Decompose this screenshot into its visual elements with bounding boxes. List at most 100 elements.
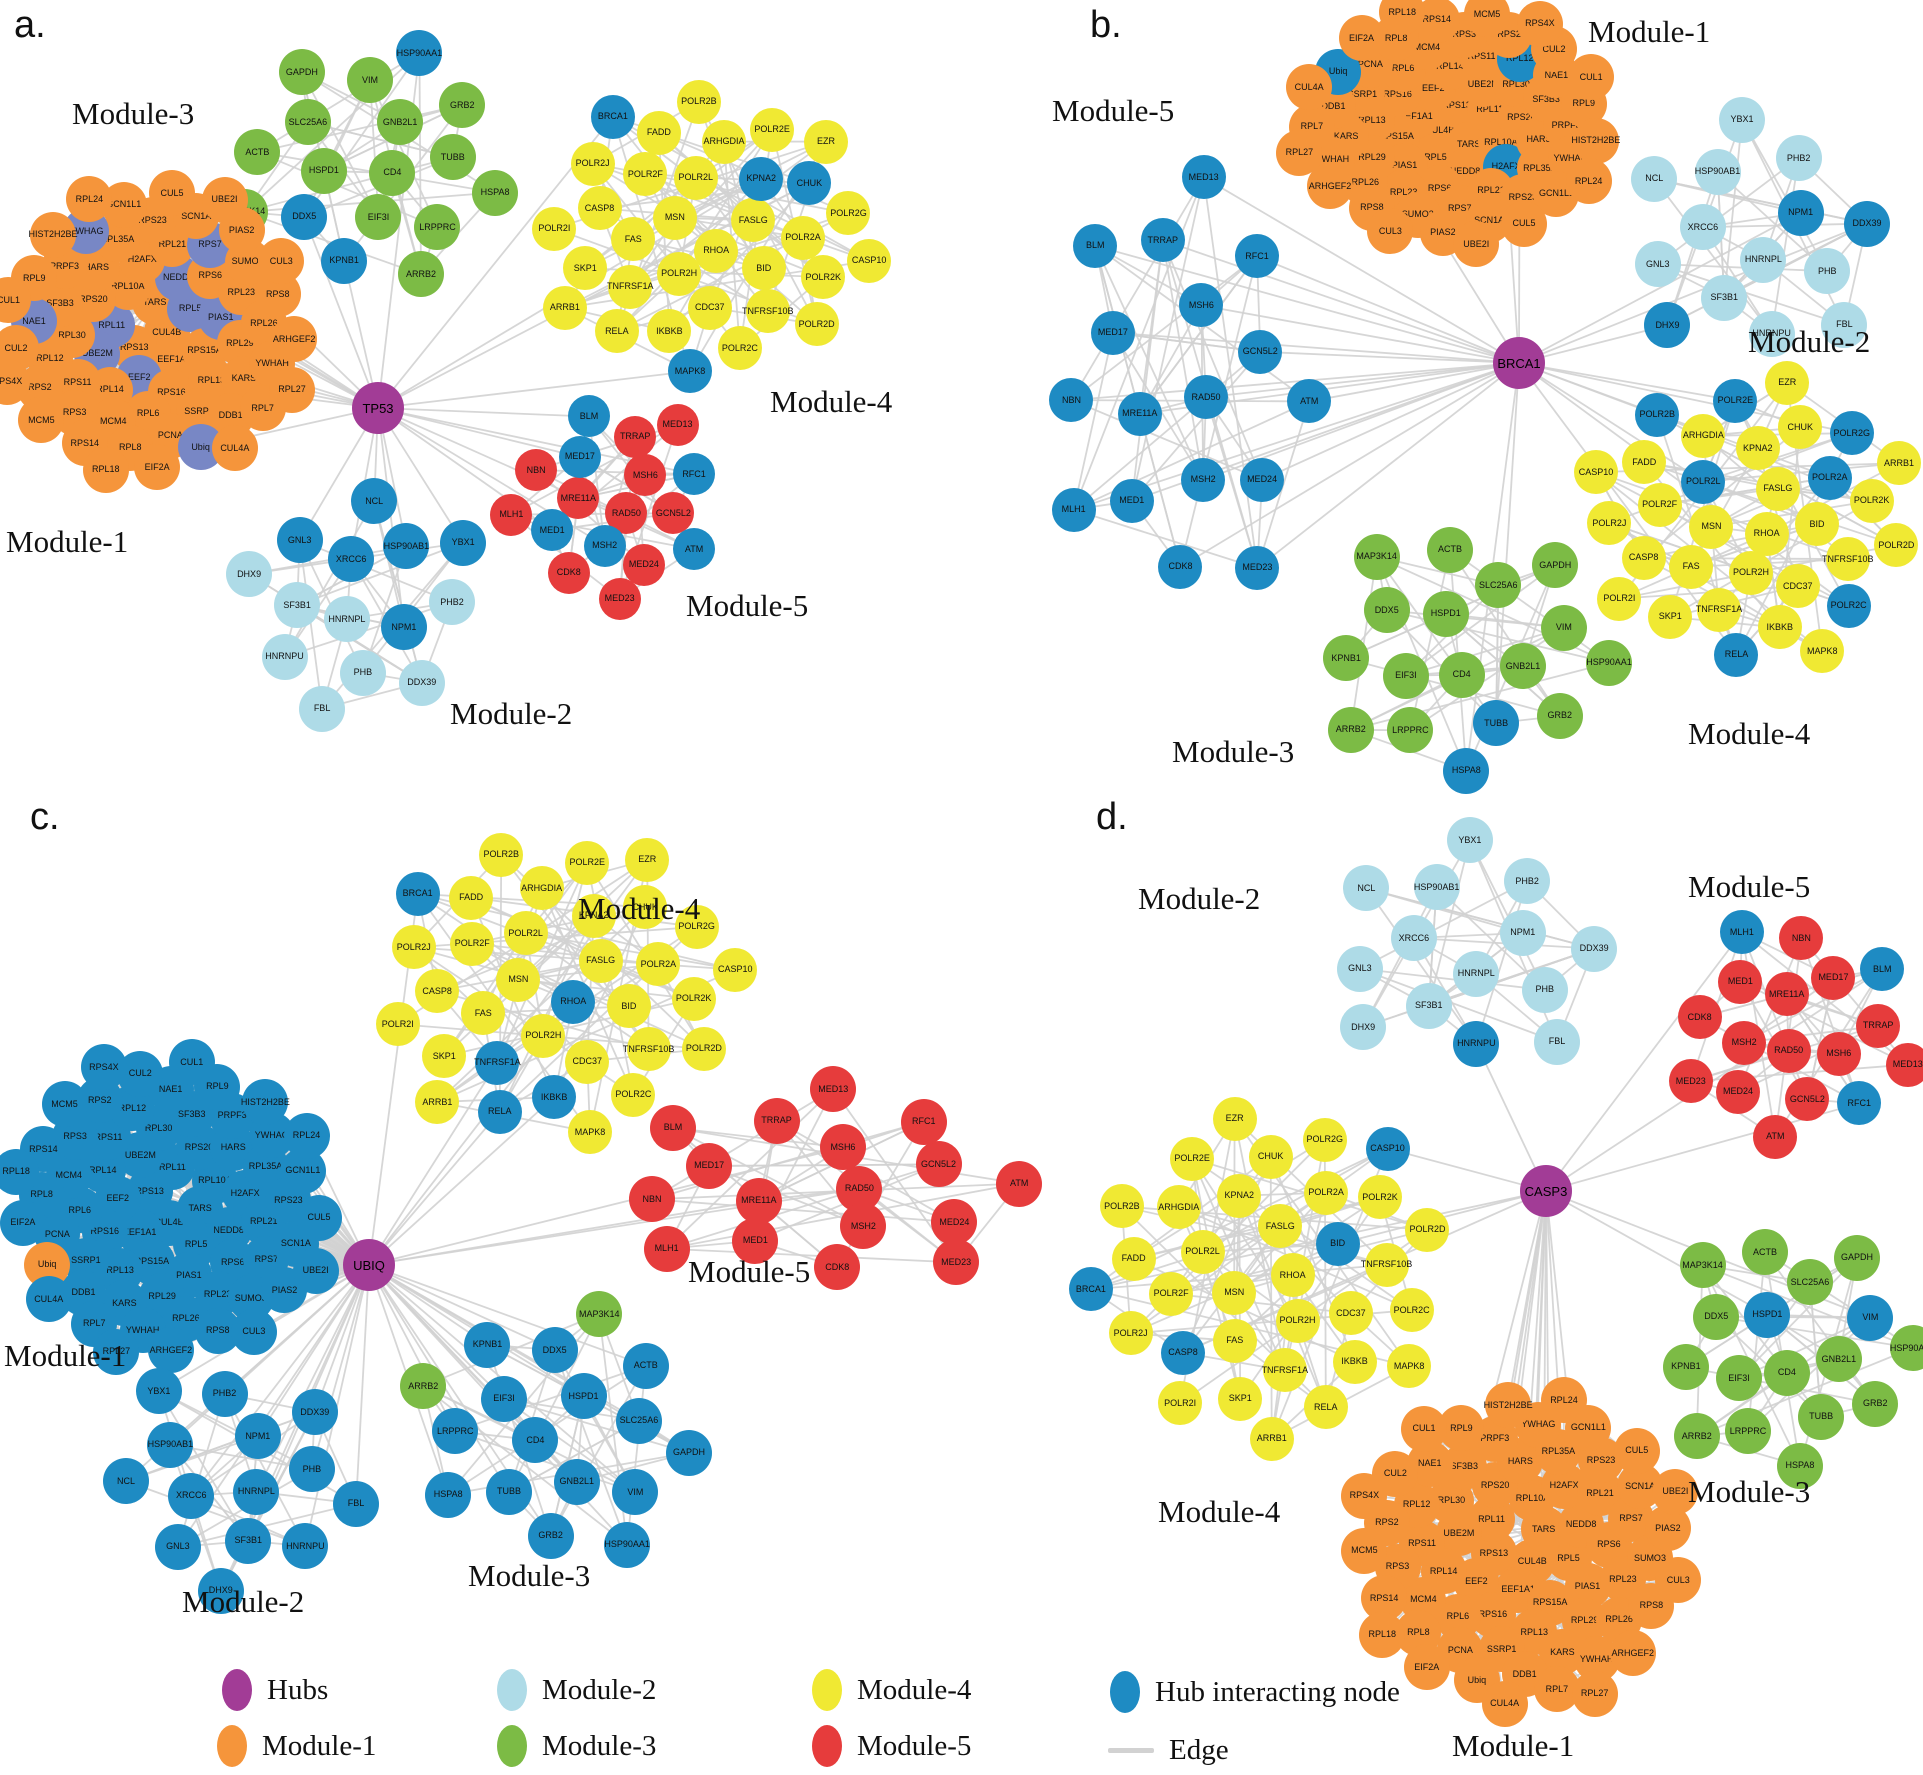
network-node[interactable]: CUL4A — [1286, 64, 1333, 111]
network-node[interactable]: CUL1 — [1568, 54, 1615, 101]
network-node[interactable]: MSH2 — [1181, 457, 1226, 502]
network-node[interactable]: SLC25A6 — [1786, 1259, 1833, 1306]
network-node[interactable]: RHOA — [1270, 1253, 1315, 1298]
network-node[interactable]: NCL — [351, 478, 398, 525]
network-node[interactable]: ACTB — [622, 1342, 669, 1389]
network-node[interactable]: MRE11A — [1764, 972, 1809, 1017]
network-node[interactable]: KPNB1 — [321, 237, 368, 284]
hub-node[interactable]: CASP3 — [1520, 1165, 1572, 1217]
network-node[interactable]: KPNB1 — [464, 1321, 511, 1368]
network-node[interactable]: TUBB — [429, 134, 476, 181]
network-node[interactable]: HSPA8 — [1776, 1442, 1823, 1489]
network-node[interactable]: MAPK8 — [568, 1110, 613, 1155]
network-node[interactable]: TUBB — [1473, 700, 1520, 747]
network-node[interactable]: NPM1 — [1499, 909, 1546, 956]
network-node[interactable]: RPL18 — [0, 1148, 40, 1195]
network-node[interactable]: CDK8 — [1158, 544, 1203, 589]
network-node[interactable]: TNFRSF1A — [1696, 587, 1742, 632]
network-node[interactable]: HSP90AB1 — [383, 523, 430, 570]
network-node[interactable]: ARHGDIA — [519, 866, 564, 911]
network-node[interactable]: GRB2 — [1536, 692, 1583, 739]
network-node[interactable]: CUL5 — [1501, 200, 1548, 247]
network-node[interactable]: MAPK8 — [1800, 629, 1845, 674]
network-node[interactable]: NBN — [515, 449, 558, 492]
network-node[interactable]: POLR2J — [1108, 1311, 1153, 1356]
network-node[interactable]: RFC1 — [900, 1098, 947, 1145]
network-node[interactable]: SLC25A6 — [615, 1397, 662, 1444]
network-node[interactable]: NPM1 — [1777, 189, 1824, 236]
network-node[interactable]: RPL24 — [66, 176, 113, 223]
network-node[interactable]: YBX1 — [1719, 96, 1766, 143]
network-node[interactable]: CUL4A — [25, 1276, 72, 1323]
network-node[interactable]: MAPK8 — [668, 349, 713, 394]
network-node[interactable]: HSPD1 — [560, 1373, 607, 1420]
network-node[interactable]: FBL — [1821, 301, 1868, 348]
network-node[interactable]: GAPDH — [665, 1429, 712, 1476]
network-node[interactable]: FAS — [1212, 1318, 1257, 1363]
network-node[interactable]: ARHGDIA — [1156, 1185, 1201, 1230]
network-node[interactable]: PHB2 — [428, 579, 475, 626]
network-node[interactable]: DDX39 — [398, 659, 445, 706]
network-node[interactable]: IKBKB — [1332, 1339, 1377, 1384]
network-node[interactable]: MED24 — [1240, 457, 1285, 502]
network-node[interactable]: POLR2E — [750, 107, 795, 152]
network-node[interactable]: ARRB1 — [415, 1080, 460, 1125]
network-node[interactable]: KPNA2 — [1217, 1173, 1262, 1218]
network-node[interactable]: HNRNPL — [1740, 236, 1787, 283]
network-node[interactable]: YBX1 — [440, 519, 487, 566]
network-node[interactable]: DDX5 — [1693, 1293, 1740, 1340]
network-node[interactable]: NBN — [629, 1176, 675, 1223]
network-node[interactable]: MED23 — [1235, 545, 1280, 590]
network-node[interactable]: SF3B1 — [225, 1517, 272, 1564]
network-node[interactable]: CUL3 — [258, 238, 305, 285]
network-node[interactable]: HIST2H2BE — [1484, 1382, 1533, 1429]
network-node[interactable]: TRRAP — [614, 415, 657, 458]
network-node[interactable]: MSH2 — [840, 1203, 887, 1250]
network-node[interactable]: CUL4A — [211, 425, 258, 472]
network-node[interactable]: ARRB2 — [1327, 706, 1374, 753]
network-node[interactable]: DDX39 — [1844, 200, 1891, 247]
network-node[interactable]: HSPA8 — [425, 1471, 472, 1518]
network-node[interactable]: TNFRSF10B — [623, 1027, 674, 1072]
network-node[interactable]: MAPK8 — [1387, 1344, 1432, 1389]
network-node[interactable]: CASP8 — [415, 969, 460, 1014]
network-node[interactable]: MSH2 — [1722, 1020, 1767, 1065]
network-node[interactable]: NPM1 — [234, 1413, 281, 1460]
network-node[interactable]: POLR2C — [611, 1072, 656, 1117]
network-node[interactable]: POLR2E — [1170, 1136, 1215, 1181]
network-node[interactable]: MSH6 — [1179, 283, 1224, 328]
network-node[interactable]: RAD50 — [1184, 375, 1229, 420]
network-node[interactable]: HSP90AB1 — [147, 1421, 194, 1468]
network-node[interactable]: GNL3 — [1336, 945, 1383, 992]
network-node[interactable]: RHOA — [1744, 511, 1789, 556]
network-node[interactable]: BID — [606, 984, 651, 1029]
network-node[interactable]: POLR2F — [623, 152, 668, 197]
network-node[interactable]: CD4 — [1763, 1349, 1810, 1396]
network-node[interactable]: DDX5 — [531, 1327, 578, 1373]
network-node[interactable]: CDC37 — [1775, 564, 1820, 609]
network-node[interactable]: POLR2A — [1304, 1170, 1349, 1215]
network-node[interactable]: POLR2C — [717, 326, 762, 371]
network-node[interactable]: FBL — [1534, 1018, 1581, 1065]
network-node[interactable]: POLR2D — [794, 302, 839, 347]
network-node[interactable]: POLR2J — [391, 925, 436, 970]
network-node[interactable]: POLR2I — [1158, 1381, 1203, 1426]
network-node[interactable]: CHUK — [1248, 1134, 1293, 1179]
network-node[interactable]: CASP10 — [847, 238, 892, 283]
network-node[interactable]: POLR2D — [1405, 1207, 1450, 1252]
network-node[interactable]: HNRNPU — [1748, 310, 1795, 357]
network-node[interactable]: EZR — [803, 119, 848, 164]
network-node[interactable]: CD4 — [369, 149, 416, 196]
network-node[interactable]: HSP90AB1 — [1413, 864, 1460, 911]
network-node[interactable]: PHB — [1521, 966, 1568, 1013]
network-node[interactable]: TUBB — [1798, 1393, 1845, 1440]
network-node[interactable]: POLR2B — [479, 832, 524, 877]
network-node[interactable]: SKP1 — [1648, 594, 1693, 639]
network-node[interactable]: ACTB — [1427, 526, 1474, 573]
network-node[interactable]: POLR2G — [674, 904, 719, 949]
network-node[interactable]: TRRAP — [753, 1097, 800, 1144]
network-node[interactable]: FASLG — [731, 198, 776, 243]
network-node[interactable]: POLR2D — [1874, 523, 1919, 568]
network-node[interactable]: MSH6 — [624, 454, 667, 497]
network-node[interactable]: KPNA2 — [739, 156, 784, 201]
